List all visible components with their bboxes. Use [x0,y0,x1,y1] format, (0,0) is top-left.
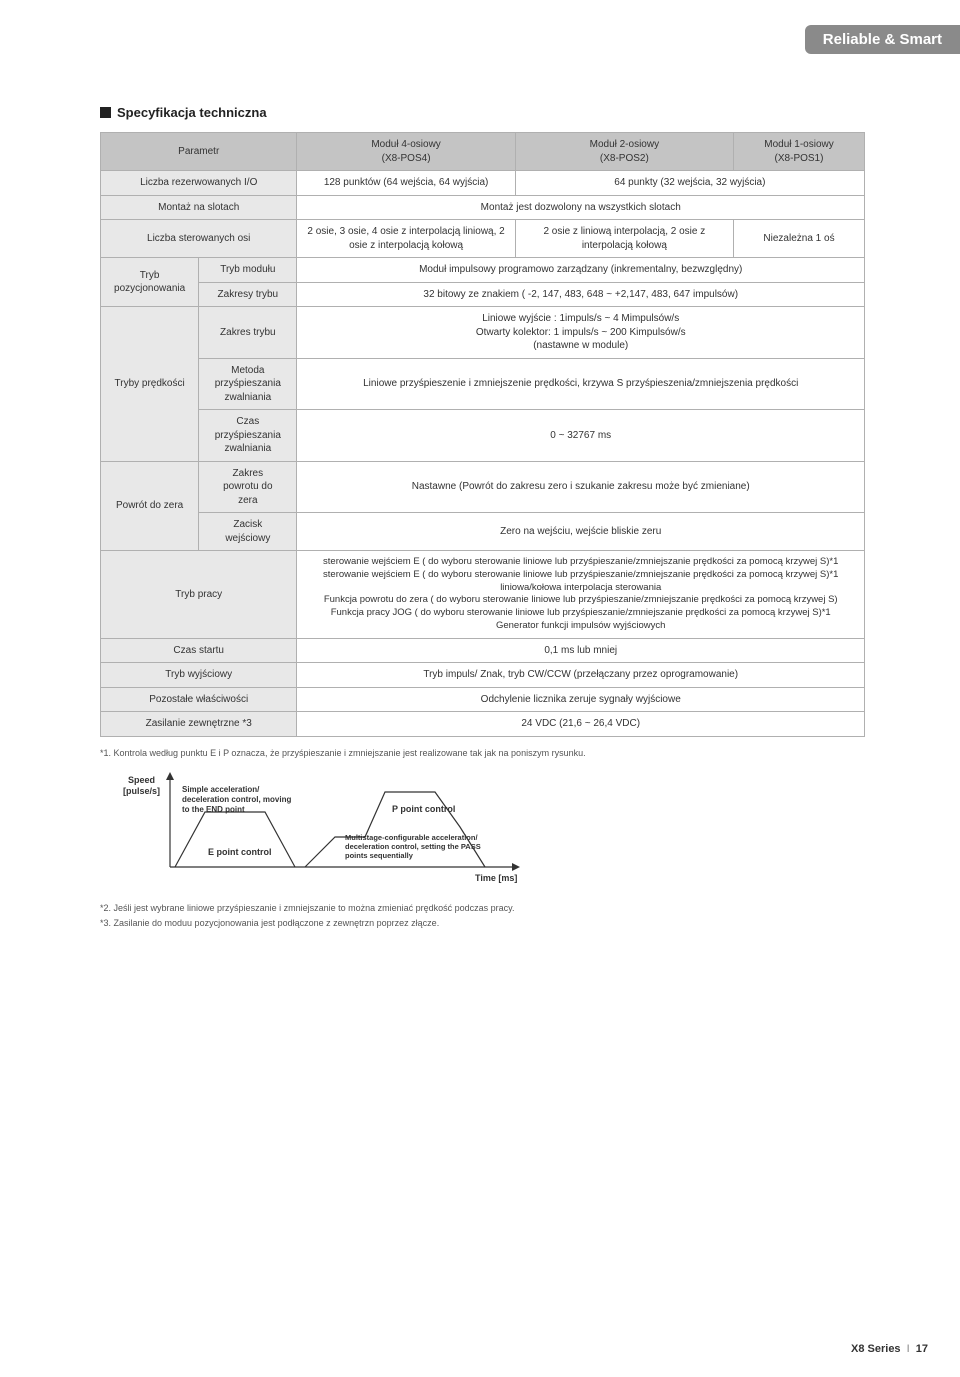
svg-text:Simple acceleration/: Simple acceleration/ [182,785,260,794]
row-start-param: Czas startu [101,638,297,663]
row-zero-clamp-val: Zero na wejściu, wejście bliskie zeru [297,513,865,551]
footer-page-number: 17 [916,1343,928,1355]
row-io-param: Liczba rezerwowanych I/O [101,171,297,196]
page-footer: X8 Series I 17 [851,1343,928,1355]
row-posmode-group: Tryb pozycjonowania [101,258,199,307]
row-accel-time-param: Czas przyśpieszania zwalniania [199,410,297,462]
row-io-v1: 128 punktów (64 wejścia, 64 wyjścia) [297,171,515,196]
header-tab: Reliable & Smart [805,25,960,54]
footnote-3: *3. Zasilanie do moduu pozycjonowania je… [100,917,865,930]
row-io-v2: 64 punkty (32 wejścia, 32 wyjścia) [515,171,864,196]
svg-text:Multistage-configurable accele: Multistage-configurable acceleration/ [345,833,478,842]
row-power-val: 24 VDC (21,6 ~ 26,4 VDC) [297,712,865,737]
row-module-mode-val: Moduł impulsowy programowo zarządzany (i… [297,258,865,283]
svg-text:deceleration control, setting: deceleration control, setting the PASS [345,842,481,851]
row-mode-range-val: 32 bitowy ze znakiem ( -2, 147, 483, 648… [297,282,865,307]
svg-text:P point control: P point control [392,804,455,814]
svg-text:Speed: Speed [128,775,155,785]
svg-text:E point control: E point control [208,847,272,857]
row-output-val: Tryb impuls/ Znak, tryb CW/CCW (przełącz… [297,663,865,688]
row-workmode-param: Tryb pracy [101,551,297,639]
row-zero-group: Powrót do zera [101,461,199,551]
row-mount-param: Montaż na slotach [101,195,297,220]
col-header-mod4: Moduł 4-osiowy(X8-POS4) [297,133,515,171]
row-axes-v3: Niezależna 1 oś [734,220,865,258]
row-start-val: 0,1 ms lub mniej [297,638,865,663]
col-header-mod1: Moduł 1-osiowy(X8-POS1) [734,133,865,171]
col-header-mod2: Moduł 2-osiowy(X8-POS2) [515,133,733,171]
row-speed-range-param: Zakres trybu [199,307,297,359]
footnote-1: *1. Kontrola według punktu E i P oznacza… [100,747,865,760]
footer-divider: I [907,1343,910,1355]
footnote-2: *2. Jeśli jest wybrane liniowe przyśpies… [100,902,865,915]
svg-text:deceleration control, moving: deceleration control, moving [182,795,291,804]
footer-series: X8 Series [851,1343,901,1355]
row-zero-clamp-param: Zacisk wejściowy [199,513,297,551]
row-accel-time-val: 0 ~ 32767 ms [297,410,865,462]
section-title-text: Specyfikacja techniczna [117,105,267,120]
svg-text:[pulse/s]: [pulse/s] [123,786,160,796]
row-speed-group: Tryby prędkości [101,307,199,462]
svg-text:points sequentially: points sequentially [345,851,414,860]
row-mount-val: Montaż jest dozwolony na wszystkich slot… [297,195,865,220]
section-title: Specyfikacja techniczna [100,105,865,120]
row-output-param: Tryb wyjściowy [101,663,297,688]
row-axes-param: Liczba sterowanych osi [101,220,297,258]
col-header-param: Parametr [101,133,297,171]
row-power-param: Zasilanie zewnętrzne *3 [101,712,297,737]
svg-text:to the END point: to the END point [182,805,245,814]
svg-text:Time [ms]: Time [ms] [475,873,517,883]
row-accel-method-val: Liniowe przyśpieszenie i zmniejszenie pr… [297,358,865,410]
content-area: Specyfikacja techniczna Parametr Moduł 4… [100,105,865,930]
square-bullet-icon [100,107,111,118]
row-zero-range-param: Zakres powrotu do zera [199,461,297,513]
row-other-param: Pozostałe właściwości [101,687,297,712]
row-module-mode-param: Tryb modułu [199,258,297,283]
speed-chart: Speed [pulse/s] Time [ms] Simple acceler… [120,767,865,892]
row-accel-method-param: Metoda przyśpieszania zwalniania [199,358,297,410]
row-zero-range-val: Nastawne (Powrót do zakresu zero i szuka… [297,461,865,513]
row-axes-v1: 2 osie, 3 osie, 4 osie z interpolacją li… [297,220,515,258]
row-mode-range-param: Zakresy trybu [199,282,297,307]
row-other-val: Odchylenie licznika zeruje sygnały wyjśc… [297,687,865,712]
spec-table: Parametr Moduł 4-osiowy(X8-POS4) Moduł 2… [100,132,865,737]
row-axes-v2: 2 osie z liniową interpolacją, 2 osie zi… [515,220,733,258]
row-speed-range-val: Liniowe wyjście : 1impuls/s ~ 4 Mimpulsó… [297,307,865,359]
row-workmode-val: sterowanie wejściem E ( do wyboru sterow… [297,551,865,639]
